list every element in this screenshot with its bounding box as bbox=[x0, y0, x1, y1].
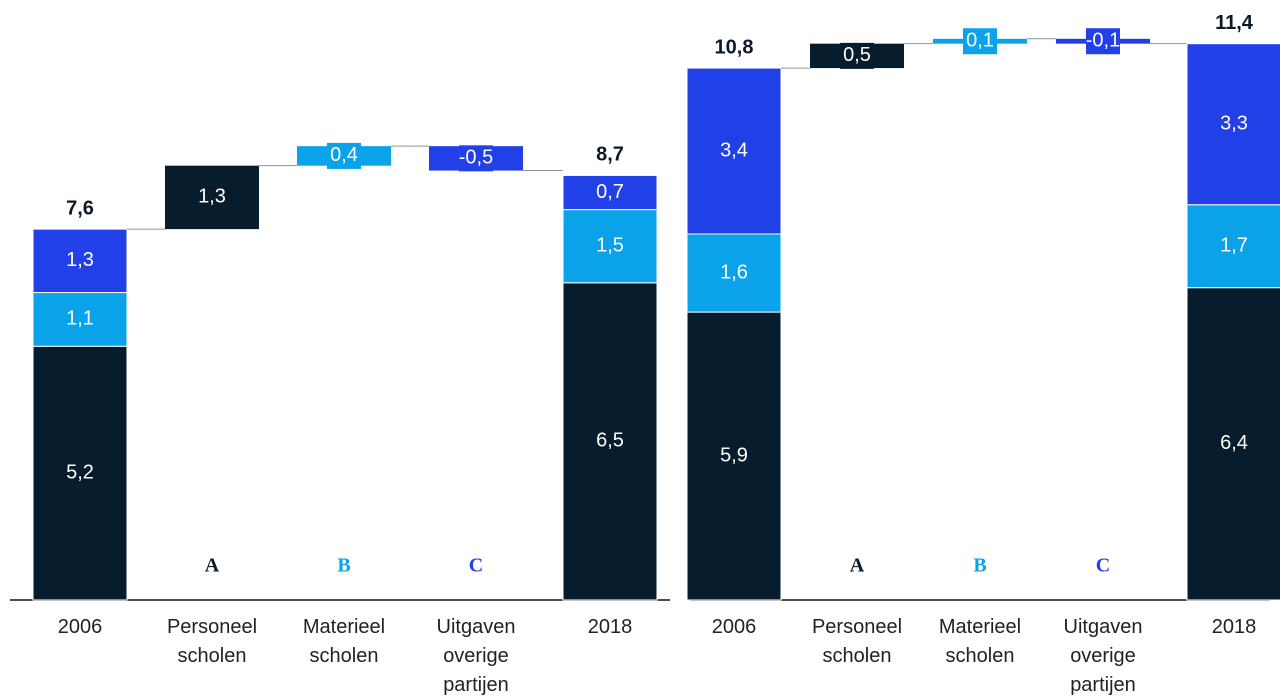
x-tick-label: 2006 bbox=[712, 616, 757, 638]
bar-segment bbox=[1186, 287, 1280, 601]
value-label: 3,4 bbox=[720, 139, 748, 161]
total-label: 10,8 bbox=[715, 36, 754, 58]
label-bg bbox=[963, 28, 997, 55]
value-label: 5,9 bbox=[720, 444, 748, 466]
annotation: C bbox=[1096, 555, 1110, 577]
label-bg bbox=[459, 145, 493, 172]
x-tick-label: 2018 bbox=[1212, 616, 1257, 638]
bar-segment bbox=[686, 233, 782, 313]
value-label: 1,3 bbox=[66, 249, 94, 271]
value-label: 1,5 bbox=[596, 234, 624, 256]
value-label: 1,7 bbox=[1220, 234, 1248, 256]
value-label: -0,1 bbox=[1086, 30, 1120, 52]
bar-segment bbox=[686, 311, 782, 601]
x-tick-label: Personeel scholen bbox=[812, 616, 902, 667]
x-tick-label: Uitgaven overige partijen bbox=[1064, 616, 1143, 696]
annotation: A bbox=[205, 555, 220, 577]
bar-segment bbox=[562, 282, 658, 601]
value-label: 6,4 bbox=[1220, 432, 1248, 454]
value-label: 6,5 bbox=[596, 430, 624, 452]
value-label: -0,5 bbox=[459, 147, 493, 169]
x-tick-label: Materieel scholen bbox=[303, 616, 385, 667]
x-tick-label: Materieel scholen bbox=[939, 616, 1021, 667]
annotation: B bbox=[337, 555, 350, 577]
total-label: 8,7 bbox=[596, 144, 624, 166]
bar-segment bbox=[32, 228, 128, 294]
value-label: 0,1 bbox=[966, 30, 994, 52]
value-label: 1,3 bbox=[198, 186, 226, 208]
label-bg bbox=[327, 142, 361, 169]
bar-segment bbox=[562, 174, 658, 211]
label-bg bbox=[1086, 28, 1120, 55]
annotation: A bbox=[850, 555, 865, 577]
bar-segment bbox=[32, 345, 128, 601]
total-label: 11,4 bbox=[1215, 12, 1254, 34]
annotation: C bbox=[469, 555, 483, 577]
x-tick-label: 2006 bbox=[58, 616, 103, 638]
bar-segment bbox=[1186, 43, 1280, 206]
x-tick-label: Personeel scholen bbox=[167, 616, 257, 667]
bar-segment bbox=[1186, 204, 1280, 289]
value-label: 1,6 bbox=[720, 261, 748, 283]
value-label: 3,3 bbox=[1220, 112, 1248, 134]
value-label: 0,7 bbox=[596, 181, 624, 203]
x-tick-label: 2018 bbox=[588, 616, 633, 638]
bar-segment bbox=[686, 67, 782, 235]
value-label: 0,5 bbox=[843, 44, 871, 66]
x-tick-label: Uitgaven overige partijen bbox=[437, 616, 516, 696]
total-label: 7,6 bbox=[66, 197, 94, 219]
annotation: B bbox=[973, 555, 986, 577]
value-label: 5,2 bbox=[66, 461, 94, 483]
value-label: 0,4 bbox=[330, 144, 358, 166]
bar bbox=[165, 165, 259, 230]
label-bg bbox=[840, 42, 874, 69]
value-label: 1,1 bbox=[66, 308, 94, 330]
